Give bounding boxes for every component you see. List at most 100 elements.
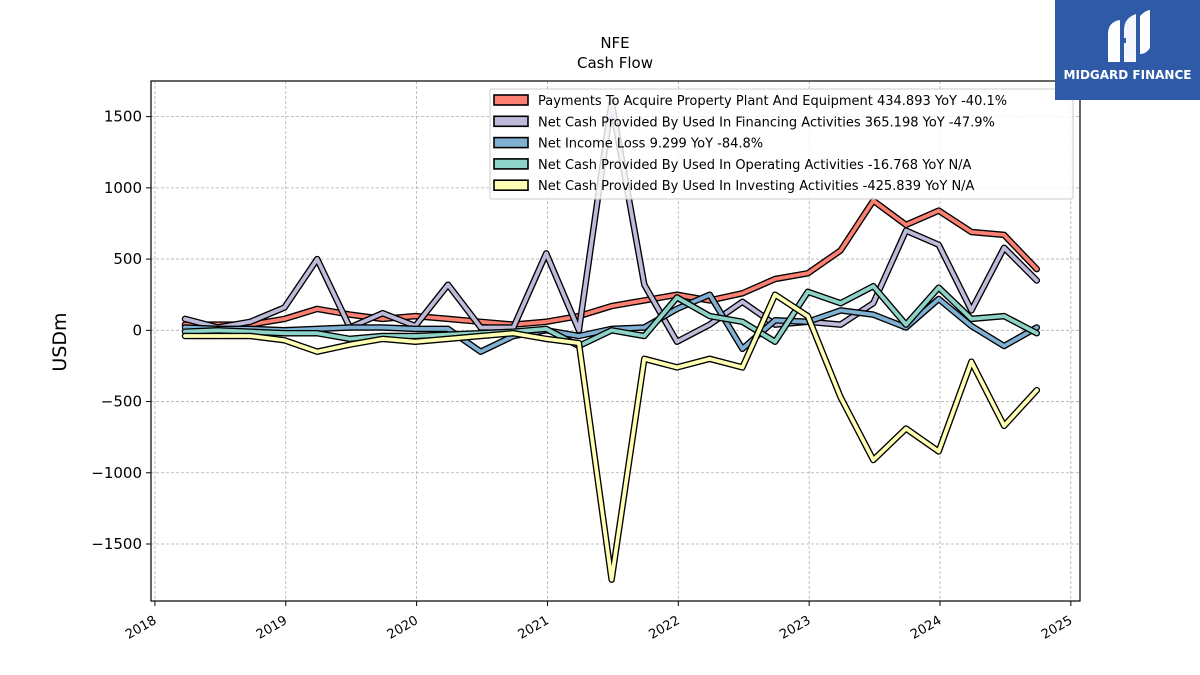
data-point: [478, 334, 483, 338]
data-point: [413, 334, 418, 338]
legend-box: [489, 88, 1074, 200]
data-point: [904, 228, 908, 233]
series-line: [183, 292, 1039, 582]
data-point: [740, 320, 745, 324]
data-point: [838, 308, 843, 313]
plot-frame: [150, 80, 1081, 602]
data-point: [577, 334, 581, 338]
data-point: [1002, 424, 1006, 428]
chart-subtitle: Cash Flow: [577, 54, 653, 72]
data-point: [348, 312, 352, 317]
data-point: [806, 271, 810, 276]
legend-label: Net Income Loss 9.299 YoY -84.8%: [538, 137, 763, 152]
x-tick-label: 2025: [1039, 613, 1075, 643]
data-point: [675, 339, 679, 344]
data-point: [446, 317, 450, 321]
data-point: [773, 277, 777, 281]
data-point: [1035, 278, 1039, 283]
data-point: [183, 329, 187, 334]
data-point: [348, 325, 352, 330]
data-point: [248, 320, 253, 324]
data-point: [315, 349, 320, 354]
data-point: [871, 312, 876, 317]
data-point: [740, 365, 745, 370]
legend-label: Net Cash Provided By Used In Investing A…: [538, 179, 975, 194]
data-point: [413, 339, 418, 344]
data-point: [707, 292, 712, 297]
legend-swatch: [493, 179, 529, 191]
data-point: [446, 282, 450, 287]
data-point: [413, 314, 418, 318]
y-axis-label: USDm: [49, 312, 71, 371]
data-point: [936, 297, 941, 301]
data-point: [380, 337, 385, 341]
data-point: [936, 285, 941, 290]
data-point: [871, 198, 876, 203]
data-point: [282, 331, 287, 336]
data-point: [642, 357, 647, 361]
data-point: [380, 317, 385, 321]
data-point: [609, 328, 614, 333]
data-point: [675, 307, 679, 311]
series-line-outline: [181, 291, 1041, 583]
data-point: [478, 325, 483, 330]
data-point: [183, 334, 187, 338]
data-point: [609, 304, 614, 308]
x-tick-label: 2023: [777, 613, 813, 643]
data-point: [1035, 267, 1039, 271]
data-point: [642, 298, 647, 303]
data-point: [577, 328, 581, 333]
series-line: [183, 284, 1039, 348]
data-point: [1002, 245, 1006, 250]
data-point: [315, 327, 320, 331]
data-point: [969, 324, 974, 328]
x-tick-label: 2020: [385, 613, 421, 643]
series-4: [181, 291, 1041, 583]
data-point: [282, 317, 287, 321]
data-point: [773, 339, 777, 344]
legend-swatch: [493, 94, 529, 106]
data-point: [806, 314, 810, 318]
data-point: [871, 284, 876, 289]
data-point: [871, 301, 876, 306]
data-point: [446, 327, 450, 331]
legend-label: Payments To Acquire Property Plant And E…: [538, 94, 1007, 109]
data-point: [675, 295, 679, 300]
data-point: [183, 317, 187, 321]
y-tick-label: 0: [132, 321, 142, 339]
data-point: [838, 301, 843, 306]
x-tick-label: 2021: [516, 613, 552, 643]
data-point: [936, 243, 941, 247]
data-point: [315, 307, 320, 311]
x-tick-label: 2024: [908, 613, 944, 643]
data-point: [446, 332, 450, 337]
brand-logo: MIDGARD FINANCE: [1055, 0, 1200, 100]
data-point: [248, 329, 253, 334]
data-point: [773, 292, 777, 297]
data-point: [642, 334, 647, 338]
data-point: [544, 251, 548, 256]
data-point: [215, 334, 220, 338]
data-point: [969, 359, 974, 364]
data-point: [282, 305, 287, 310]
data-point: [380, 325, 385, 330]
data-point: [969, 317, 974, 321]
data-point: [248, 334, 253, 338]
data-point: [183, 325, 187, 330]
data-point: [1035, 325, 1039, 330]
data-point: [642, 282, 647, 287]
data-point: [904, 223, 908, 227]
data-point: [675, 365, 679, 370]
y-tick-label: −1500: [91, 535, 142, 553]
legend-swatch: [493, 136, 529, 149]
x-tick-label: 2022: [646, 613, 682, 643]
data-point: [544, 320, 548, 324]
data-point: [215, 328, 220, 333]
data-point: [1035, 388, 1039, 393]
y-tick-label: 1500: [104, 108, 142, 126]
data-point: [707, 357, 712, 361]
y-tick-label: 1000: [104, 179, 142, 197]
data-point: [904, 426, 908, 431]
x-tick-label: 2018: [123, 613, 159, 643]
data-point: [740, 291, 745, 296]
